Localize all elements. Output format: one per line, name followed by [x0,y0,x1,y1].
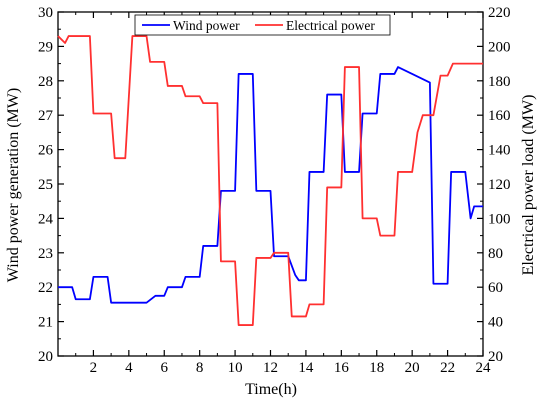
y-right-tick-label: 60 [488,280,503,296]
y-left-tick-label: 28 [38,74,53,90]
y-right-tick-label: 200 [488,39,511,55]
x-tick-label: 14 [298,360,314,376]
y-right-tick-label: 20 [488,349,503,365]
y-axis-left-title: Wind power generation (MW) [5,88,22,282]
x-tick-label: 8 [196,360,204,376]
y-left-tick-label: 22 [38,280,53,296]
y-right-tick-label: 100 [488,211,511,227]
legend-label-wind: Wind power [173,18,240,33]
y-right-tick-label: 220 [488,5,511,21]
x-tick-label: 2 [90,360,98,376]
y-left-tick-label: 27 [38,108,54,124]
y-right-tick-label: 120 [488,177,511,193]
y-right-tick-label: 140 [488,143,511,159]
y-right-tick-label: 40 [488,315,503,331]
y-left-tick-label: 26 [38,143,54,159]
legend: Wind power Electrical power [134,14,391,36]
y-left-tick-label: 29 [38,39,53,55]
y-left-tick-label: 21 [38,315,53,331]
x-tick-label: 24 [476,360,492,376]
x-axis-title: Time(h) [245,381,297,398]
x-tick-label: 4 [125,360,133,376]
x-tick-label: 18 [369,360,384,376]
x-tick-label: 20 [405,360,420,376]
x-tick-label: 10 [228,360,243,376]
x-tick-label: 12 [263,360,278,376]
y-axis-right-title: Electrical power load (MW) [520,95,537,276]
x-tick-label: 6 [161,360,169,376]
y-left-tick-label: 30 [38,5,53,21]
x-tick-label: 16 [334,360,350,376]
series-line-electrical-power [57,35,483,326]
y-left-tick-label: 20 [38,349,53,365]
y-right-tick-label: 180 [488,74,511,90]
x-tick-label: 22 [440,360,455,376]
y-left-tick-label: 24 [38,211,54,227]
y-right-tick-label: 160 [488,108,511,124]
plot-frame [57,11,484,357]
series-line-wind-power [58,66,483,304]
y-right-tick-label: 80 [488,246,503,262]
y-left-tick-label: 25 [38,177,53,193]
legend-label-electrical: Electrical power [286,18,375,33]
y-left-tick-label: 23 [38,246,53,262]
